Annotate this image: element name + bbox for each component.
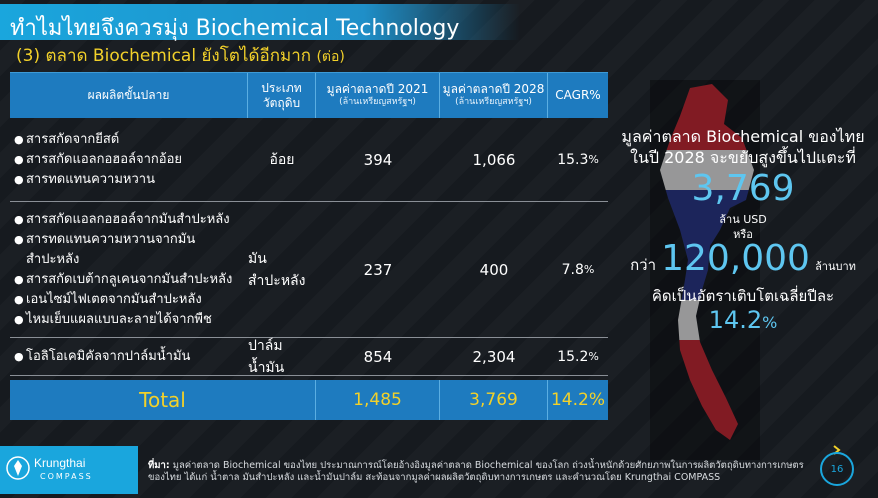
header-value-2021: มูลค่าตลาดปี 2021 (ล้านเหรียญสหรัฐฯ) (316, 73, 440, 118)
panel-growth-value: 14.2% (708, 306, 778, 334)
list-item: ● สารสกัดเบต้ากลูเคนจากมันสำปะหลัง (14, 271, 233, 287)
source-footnote: ที่มา: มูลค่าตลาด Biochemical ของไทย ประ… (148, 460, 808, 484)
cagr-cell: 7.8% (561, 261, 595, 278)
panel-line1: มูลค่าตลาด Biochemical ของไทย (621, 127, 865, 146)
panel-value-usd: 3,769 (691, 168, 795, 209)
cagr-cell: 15.3% (557, 151, 599, 168)
total-cagr: 14.2% (550, 390, 605, 410)
panel-growth-label: คิดเป็นอัตราเติบโตเฉลี่ยปีละ (651, 287, 835, 305)
panel-prefix-thb: กว่า (630, 256, 656, 274)
value-2021-cell: 854 (363, 347, 393, 366)
header-value-2028-label: มูลค่าตลาดปี 2028 (442, 82, 545, 97)
title-bar: ทำไมไทยจึงควรมุ่ง Biochemical Technology (0, 4, 520, 41)
footnote-line1: มูลค่าตลาด Biochemical ของไทย ประมาณการณ… (172, 460, 804, 471)
section-subtitle: (3) ตลาด Biochemical ยังโตได้อีกมาก (ต่อ… (16, 42, 345, 69)
list-item: ● สารทดแทนความหวานจากมันสำปะหลัง (14, 231, 196, 267)
table-row: ● โอลิโอเคมิคัลจากปาล์มน้ำมัน ปาล์มน้ำมัน… (10, 338, 608, 376)
footnote-label: ที่มา: (148, 460, 170, 471)
list-item: ● สารสกัดแอลกอฮอล์จากมันสำปะหลัง (14, 211, 230, 227)
logo-name: Krungthai (34, 456, 86, 470)
product-list: ● สารสกัดจากยีสต์ ● สารสกัดแอลกอฮอล์จากอ้อ… (10, 118, 248, 201)
value-2021-cell: 394 (363, 150, 393, 169)
total-value-2021: 1,485 (316, 380, 440, 420)
panel-intro: มูลค่าตลาด Biochemical ของไทย ในปี 2028 … (612, 126, 874, 168)
header-material-line1: ประเภท (261, 80, 302, 95)
header-material: ประเภท วัตถุดิบ (248, 73, 316, 118)
product-list: ● สารสกัดแอลกอฮอล์จากมันสำปะหลัง ● สารทดแท… (10, 202, 248, 337)
total-row: Total 1,485 3,769 14.2% (10, 380, 608, 420)
material-cell: ปาล์มน้ำมัน (248, 337, 285, 376)
market-table: ผลผลิตขั้นปลาย ประเภท วัตถุดิบ มูลค่าตลา… (10, 72, 608, 420)
table-row: ● สารสกัดแอลกอฮอล์จากมันสำปะหลัง ● สารทดแท… (10, 202, 608, 338)
value-2028-cell: 400 (479, 260, 509, 279)
list-item: ● สารสกัดจากยีสต์ (14, 131, 120, 147)
page-number: 16 (820, 452, 854, 486)
table-header: ผลผลิตขั้นปลาย ประเภท วัตถุดิบ มูลค่าตลา… (10, 72, 608, 118)
product-list: ● โอลิโอเคมิคัลจากปาล์มน้ำมัน (10, 338, 248, 375)
panel-line2: ในปี 2028 จะขยับสูงขึ้นไปแตะที่ (630, 148, 856, 167)
logo-sub: COMPASS (40, 472, 93, 481)
total-label: Total (10, 380, 316, 420)
logo: Krungthai COMPASS (0, 446, 138, 494)
panel-thb-row: กว่า 120,000 ล้านบาท (612, 238, 874, 279)
header-value-2028-unit: (ล้านเหรียญสหรัฐฯ) (455, 97, 532, 108)
header-material-line2: วัตถุดิบ (262, 95, 301, 110)
header-product: ผลผลิตขั้นปลาย (10, 73, 248, 118)
list-item: ● สารสกัดแอลกอฮอล์จากอ้อย (14, 151, 183, 167)
list-item: ● สารทดแทนความหวาน (14, 171, 155, 187)
value-2028-cell: 1,066 (472, 150, 516, 169)
subtitle-note: (ต่อ) (316, 49, 345, 65)
value-2021-cell: 237 (363, 260, 393, 279)
list-item: ● เอนไซม์ไฟเตตจากมันสำปะหลัง (14, 291, 202, 307)
list-item: ● โอลิโอเคมิคัลจากปาล์มน้ำมัน (14, 348, 191, 364)
subtitle-text: (3) ตลาด Biochemical ยังโตได้อีกมาก (16, 46, 312, 66)
header-cagr: CAGR% (555, 88, 601, 102)
header-value-2028: มูลค่าตลาดปี 2028 (ล้านเหรียญสหรัฐฯ) (440, 73, 548, 118)
panel-unit-thb: ล้านบาท (815, 260, 856, 273)
value-2028-cell: 2,304 (472, 347, 516, 366)
footnote-line2: ของไทย ได้แก่ น้ำตาล มันสำปะหลัง และน้ำม… (148, 472, 721, 483)
panel-value-thb: 120,000 (661, 238, 810, 279)
krungthai-logo-icon (6, 456, 30, 480)
total-value-2028: 3,769 (440, 380, 548, 420)
cagr-cell: 15.2% (557, 348, 599, 365)
page-title: ทำไมไทยจึงควรมุ่ง Biochemical Technology (10, 16, 460, 41)
header-value-2021-unit: (ล้านเหรียญสหรัฐฯ) (339, 97, 416, 108)
panel-unit-usd: ล้าน USD (719, 213, 767, 226)
material-cell: อ้อย (269, 151, 295, 168)
thailand-map-icon (650, 80, 760, 460)
header-value-2021-label: มูลค่าตลาดปี 2021 (326, 82, 429, 97)
list-item: ● ไหมเย็บแผลแบบละลายได้จากพืช (14, 311, 212, 327)
table-row: ● สารสกัดจากยีสต์ ● สารสกัดแอลกอฮอล์จากอ้อ… (10, 118, 608, 202)
panel-or: หรือ (733, 228, 753, 241)
material-cell: มันสำปะหลัง (248, 250, 306, 289)
